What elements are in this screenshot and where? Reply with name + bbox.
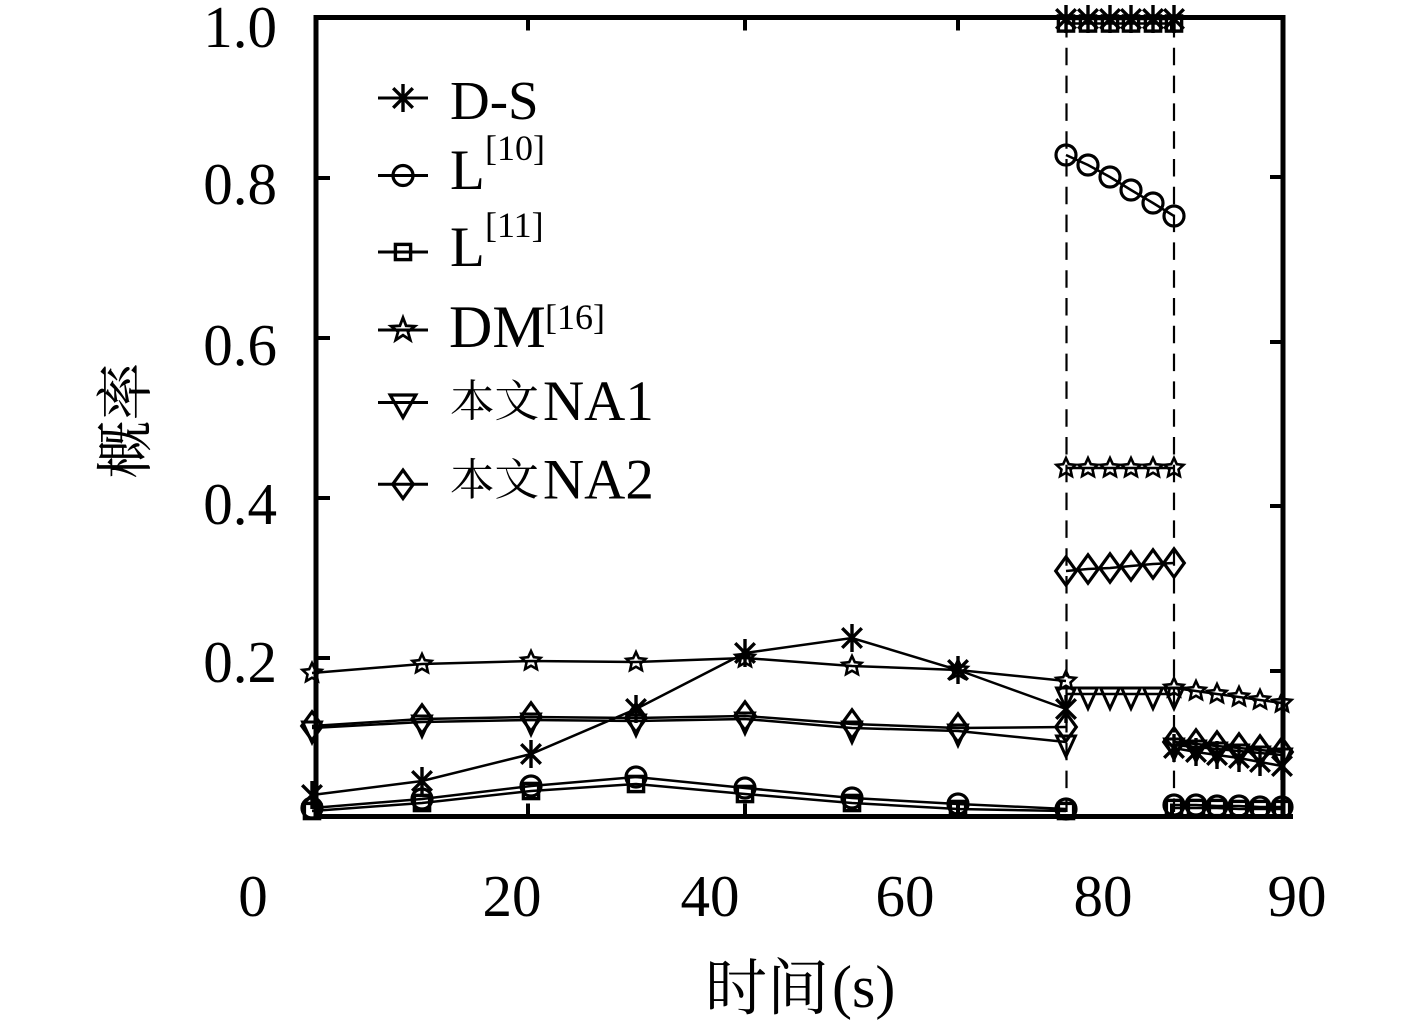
svg-text:0.8: 0.8 xyxy=(203,151,277,217)
svg-text:[10]: [10] xyxy=(485,128,545,168)
svg-text:NA2: NA2 xyxy=(543,449,654,512)
svg-text:60: 60 xyxy=(876,863,935,929)
svg-text:L: L xyxy=(450,139,485,202)
svg-text:NA1: NA1 xyxy=(543,370,654,433)
svg-text:1.0: 1.0 xyxy=(203,0,277,60)
svg-text:80: 80 xyxy=(1074,863,1133,929)
svg-text:0.6: 0.6 xyxy=(203,312,277,378)
svg-text:90: 90 xyxy=(1268,863,1327,929)
svg-text:40: 40 xyxy=(681,863,740,929)
svg-text:0: 0 xyxy=(238,863,268,929)
svg-text:DM: DM xyxy=(449,294,546,360)
svg-text:0.2: 0.2 xyxy=(203,629,277,695)
svg-text:(s): (s) xyxy=(832,954,895,1020)
svg-text:0.4: 0.4 xyxy=(203,471,277,537)
svg-text:[11]: [11] xyxy=(485,205,544,245)
svg-text:D-S: D-S xyxy=(450,70,539,131)
svg-text:L: L xyxy=(450,216,485,279)
svg-text:20: 20 xyxy=(483,863,542,929)
svg-text:[16]: [16] xyxy=(545,297,605,337)
